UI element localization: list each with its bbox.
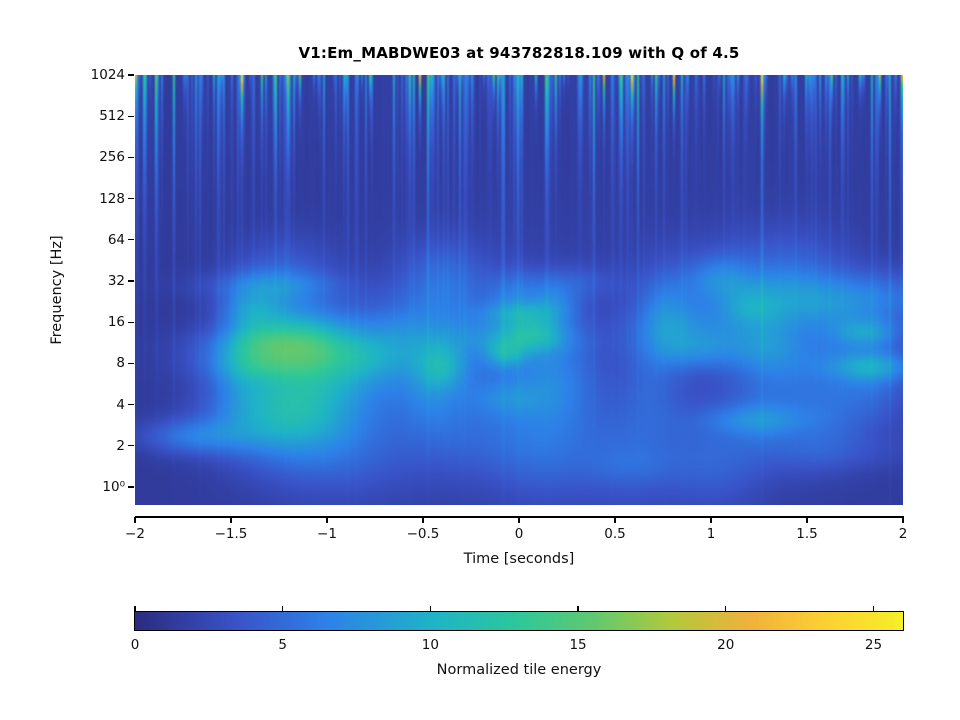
x-tick-label: 1.5 [796, 526, 818, 542]
chart-title: V1:Em_MABDWE03 at 943782818.109 with Q o… [298, 44, 740, 62]
colorbar-tick-label: 15 [569, 637, 587, 653]
y-tick-mark [128, 486, 134, 488]
y-tick-mark [128, 445, 134, 447]
x-tick-label: −1.5 [214, 526, 248, 542]
y-tick-label: 128 [99, 190, 125, 207]
y-tick-mark [128, 321, 134, 323]
y-tick-mark [128, 362, 134, 365]
y-tick-mark [128, 280, 134, 282]
colorbar-tick-label: 10 [421, 637, 439, 653]
y-tick-mark [128, 74, 134, 76]
x-tick-mark [902, 517, 904, 523]
y-tick-label: 16 [107, 314, 125, 331]
x-tick-label: −0.5 [406, 526, 440, 542]
y-tick-label: 4 [116, 396, 125, 413]
x-tick-mark [614, 517, 616, 523]
x-tick-label: 2 [898, 526, 908, 542]
y-tick-mark [128, 156, 134, 159]
y-tick-label: 64 [107, 231, 125, 248]
y-axis-label: Frequency [Hz] [49, 235, 65, 345]
y-tick-label: 256 [99, 149, 125, 166]
x-axis-line [135, 516, 904, 518]
colorbar-tick-label: 25 [864, 637, 883, 653]
y-tick-mark [128, 239, 134, 241]
x-tick-mark [422, 517, 424, 523]
y-tick-mark [128, 115, 134, 117]
x-tick-label: 0.5 [604, 526, 626, 542]
x-tick-mark [710, 517, 712, 523]
y-tick-mark [128, 404, 134, 406]
x-axis-label: Time [seconds] [463, 551, 575, 567]
colorbar-tick-label: 20 [717, 637, 735, 653]
colorbar-gradient [134, 611, 904, 631]
x-tick-label: −2 [125, 526, 145, 542]
y-tick-label: 8 [116, 355, 125, 372]
x-tick-mark [518, 517, 520, 523]
x-tick-label: 0 [514, 526, 524, 542]
x-tick-label: −1 [317, 526, 337, 542]
y-tick-label: 512 [99, 108, 125, 125]
colorbar-label: Normalized tile energy [436, 662, 602, 678]
x-tick-mark [134, 517, 136, 523]
x-tick-mark [806, 517, 808, 523]
colorbar-tick-label: 5 [278, 637, 287, 653]
spectrogram-heatmap [135, 75, 903, 505]
y-tick-label: 32 [107, 273, 125, 289]
x-tick-mark [230, 517, 232, 523]
y-tick-label: 1024 [90, 67, 125, 83]
x-tick-label: 1 [706, 526, 716, 542]
y-tick-label: 10⁰ [102, 479, 125, 495]
colorbar-tick-label: 0 [130, 637, 140, 653]
x-tick-mark [326, 517, 328, 523]
y-tick-label: 2 [116, 437, 125, 454]
y-tick-mark [128, 198, 134, 200]
